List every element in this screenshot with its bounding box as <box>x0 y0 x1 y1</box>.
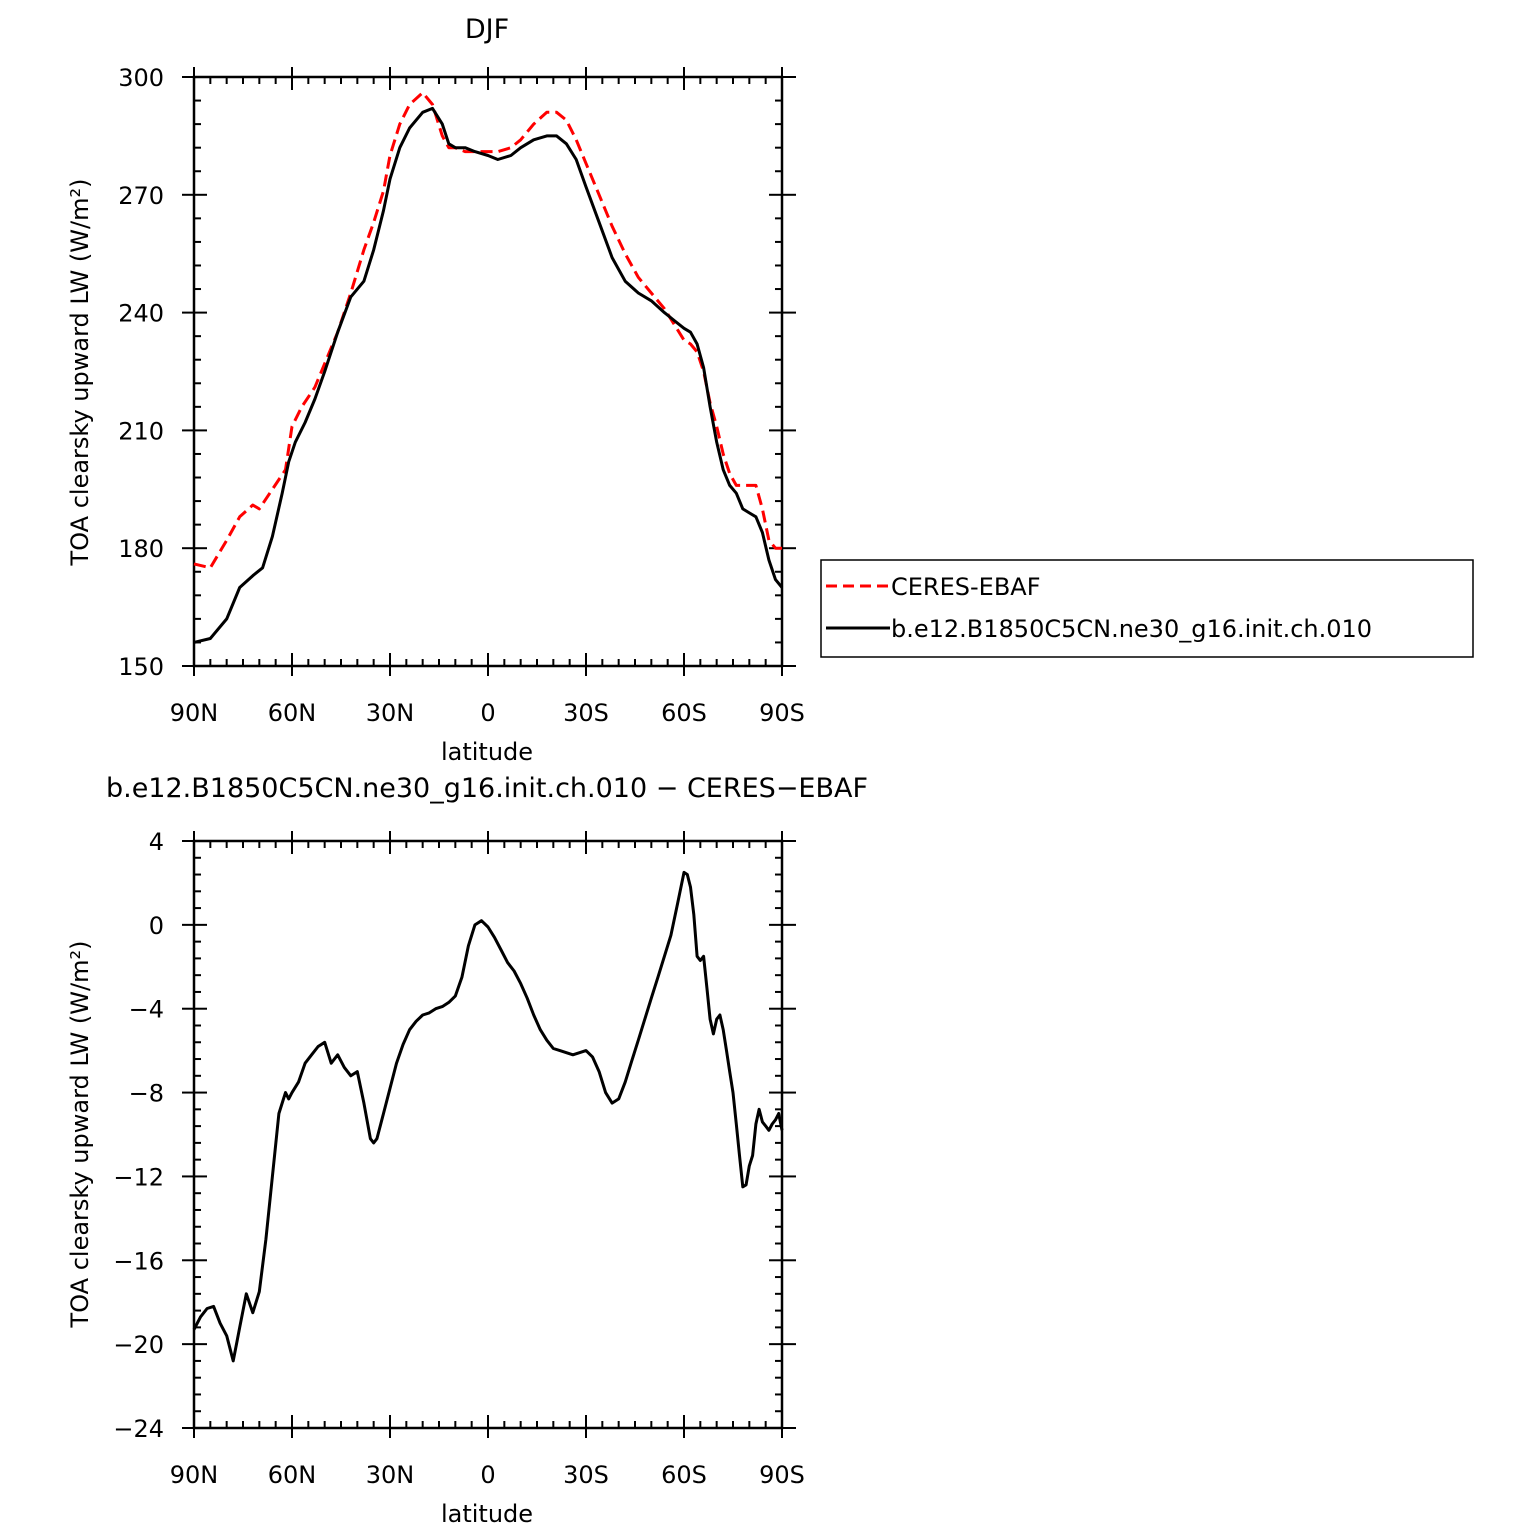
top-chart-title: DJF <box>465 14 509 45</box>
bottom-x-tick-label: 30S <box>563 1461 609 1489</box>
bottom-y-tick-label: −16 <box>113 1247 164 1275</box>
top-x-tick-label: 60N <box>268 699 317 727</box>
bottom-x-tick-label: 0 <box>480 1461 495 1489</box>
bottom-y-tick-label: −4 <box>129 996 164 1024</box>
top-x-tick-label: 90N <box>170 699 219 727</box>
bottom-y-tick-label: −20 <box>113 1331 164 1359</box>
bottom-series-group <box>192 870 784 1363</box>
bottom-y-tick-label: −24 <box>113 1415 164 1443</box>
legend-box <box>820 559 1474 658</box>
top-x-tick-label: 30S <box>563 699 609 727</box>
bottom-series-line-0 <box>192 870 784 1363</box>
top-series-line-0 <box>193 91 782 570</box>
top-x-tick-label: 0 <box>480 699 495 727</box>
top-y-tick-label: 240 <box>118 300 164 328</box>
bottom-x-tick-label: 90N <box>170 1461 219 1489</box>
bottom-chart-title: b.e12.B1850C5CN.ne30_g16.init.ch.010 − C… <box>106 773 868 804</box>
top-y-axis-label: TOA clearsky upward LW (W/m²) <box>66 179 94 567</box>
bottom-x-tick-label: 60N <box>268 1461 317 1489</box>
bottom-y-tick-label: 4 <box>149 828 164 856</box>
bottom-x-axis-label: latitude <box>441 1500 533 1528</box>
top-x-tick-label: 60S <box>661 699 707 727</box>
bottom-x-tick-label: 30N <box>366 1461 415 1489</box>
bottom-x-tick-label: 90S <box>759 1461 805 1489</box>
top-y-tick-label: 150 <box>118 653 164 681</box>
top-y-tick-label: 300 <box>118 64 164 92</box>
bottom-y-tick-label: −8 <box>129 1080 164 1108</box>
bottom-y-tick-label: 0 <box>149 912 164 940</box>
top-panel: DJF 90N 60N 30N 0 30S 60S 90S 150 180 210 240 270 30… <box>66 14 805 766</box>
legend: CERES-EBAF b.e12.B1850C5CN.ne30_g16.init… <box>820 559 1474 658</box>
bottom-axes: 90N 60N 30N 0 30S 60S 90S −24 −20 −16 −12 −8 −4 0 4 <box>113 828 805 1489</box>
top-y-tick-label: 180 <box>118 535 164 563</box>
top-series-line-1 <box>193 106 784 644</box>
legend-label-ceres: CERES-EBAF <box>891 573 1041 601</box>
top-plot-frame <box>192 75 784 668</box>
top-x-tick-label: 90S <box>759 699 805 727</box>
top-y-tick-label: 270 <box>118 182 164 210</box>
bottom-y-tick-label: −12 <box>113 1163 164 1191</box>
bottom-panel: b.e12.B1850C5CN.ne30_g16.init.ch.010 − C… <box>66 773 868 1528</box>
top-x-axis-label: latitude <box>441 738 533 766</box>
top-axes: 90N 60N 30N 0 30S 60S 90S 150 180 210 240 270 300 <box>118 64 805 727</box>
top-series-group <box>193 91 784 644</box>
top-x-tick-label: 30N <box>366 699 415 727</box>
legend-label-model: b.e12.B1850C5CN.ne30_g16.init.ch.010 <box>891 615 1372 643</box>
bottom-x-tick-label: 60S <box>661 1461 707 1489</box>
top-y-tick-label: 210 <box>118 417 164 445</box>
bottom-y-axis-label: TOA clearsky upward LW (W/m²) <box>66 941 94 1329</box>
